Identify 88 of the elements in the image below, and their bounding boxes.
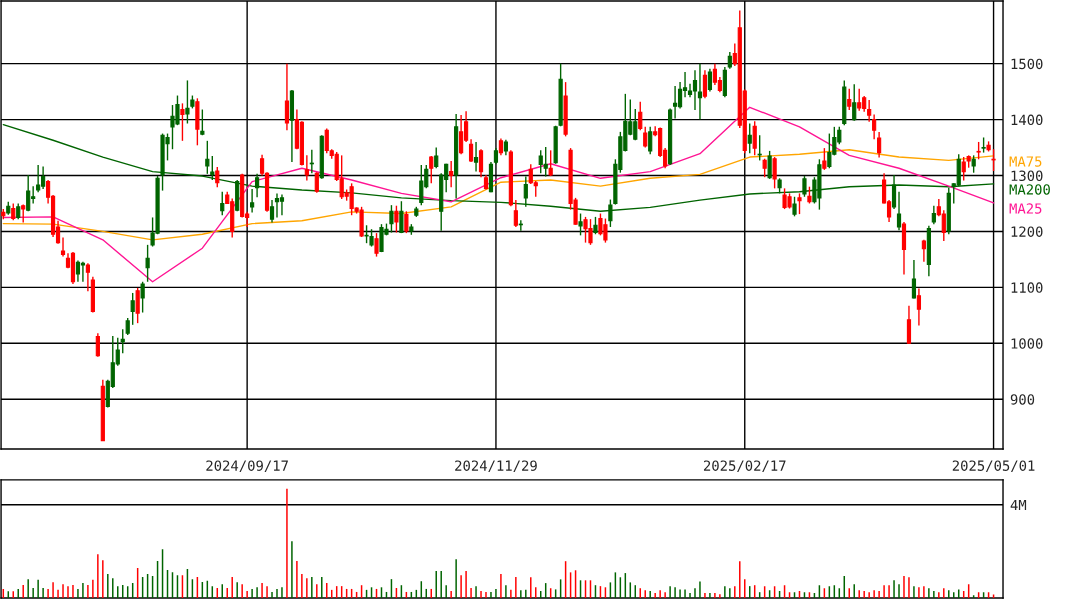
candlestick	[284, 62, 290, 131]
candlestick	[279, 193, 285, 216]
candlestick	[304, 154, 309, 182]
candlestick	[389, 204, 394, 234]
x-tick-label: 2024/09/17	[206, 460, 288, 473]
candlestick	[578, 212, 583, 237]
candlestick	[478, 148, 484, 178]
candlestick	[648, 126, 653, 155]
candlestick	[314, 171, 319, 194]
y-tick-label: 4M	[1010, 499, 1027, 511]
candlestick	[822, 147, 827, 171]
candlestick	[404, 210, 409, 234]
y-tick-label: 1200	[1011, 226, 1043, 237]
candlestick	[643, 126, 648, 149]
candlestick	[399, 200, 404, 234]
x-tick-label: 2025/05/01	[952, 460, 1035, 473]
x-tick-label: 2025/02/17	[703, 460, 786, 473]
candlestick	[872, 113, 877, 140]
candlestick	[677, 81, 683, 110]
candlestick	[269, 199, 275, 224]
y-tick-label: 1500	[1011, 58, 1043, 70]
candlestick	[135, 287, 140, 324]
candlestick	[85, 262, 90, 292]
candlestick	[434, 146, 439, 169]
candlestick	[180, 102, 185, 142]
candlestick	[931, 205, 936, 225]
candlestick	[429, 155, 434, 185]
candlestick	[941, 209, 946, 242]
candlestick	[145, 244, 150, 283]
candlestick	[638, 100, 643, 131]
candlestick	[906, 305, 912, 344]
y-tick-label: 1300	[1011, 170, 1043, 182]
candlestick	[26, 174, 31, 212]
candlestick	[523, 175, 528, 208]
candlestick	[419, 164, 424, 206]
candlestick	[911, 259, 917, 300]
candlestick	[747, 122, 752, 154]
candlestick	[75, 259, 81, 283]
candlestick	[205, 140, 210, 175]
candlestick	[896, 191, 902, 232]
candlestick	[215, 166, 220, 188]
candlestick	[254, 173, 260, 199]
candlestick	[220, 191, 225, 216]
candlestick	[916, 287, 922, 327]
candlestick	[250, 188, 255, 214]
series-label: MA25	[1009, 203, 1042, 214]
candlestick	[802, 175, 807, 198]
candlestick	[374, 232, 379, 258]
candlestick	[762, 158, 767, 178]
candlestick	[120, 328, 125, 355]
candlestick	[513, 199, 518, 228]
candlestick	[130, 292, 135, 326]
candlestick	[185, 79, 190, 125]
candlestick	[847, 88, 852, 111]
candlestick	[692, 69, 698, 111]
candlestick	[752, 120, 757, 157]
y-tick-label: 1000	[1011, 338, 1043, 349]
candlestick	[543, 146, 548, 178]
y-tick-label: 900	[1010, 394, 1035, 405]
series-label: MA75	[1009, 156, 1042, 167]
candlestick	[60, 236, 66, 258]
candlestick	[140, 281, 145, 314]
candlestick	[702, 69, 708, 100]
candlestick	[548, 149, 553, 177]
line-series	[2, 106, 995, 283]
candlestick	[210, 155, 215, 181]
candlestick	[767, 150, 772, 180]
candlestick	[877, 131, 882, 159]
candlestick	[772, 156, 777, 190]
candlestick	[394, 205, 399, 234]
candlestick	[857, 88, 862, 112]
candlestick	[672, 85, 678, 120]
candlestick	[459, 114, 464, 155]
candlestick	[95, 332, 100, 358]
candlestick	[707, 67, 713, 93]
series-label: MA200	[1009, 184, 1050, 195]
candlestick	[200, 108, 205, 136]
candlestick	[852, 83, 857, 122]
candlestick	[36, 164, 41, 193]
y-tick-label: 1100	[1011, 282, 1043, 293]
candlestick	[80, 260, 86, 283]
y-tick-label: 1400	[1011, 114, 1043, 126]
candlestick	[867, 99, 872, 123]
x-tick-label: 2024/11/29	[455, 460, 537, 473]
candlestick	[797, 192, 802, 215]
candlestick	[792, 196, 797, 218]
candlestick	[473, 141, 479, 173]
candlestick	[449, 160, 454, 188]
